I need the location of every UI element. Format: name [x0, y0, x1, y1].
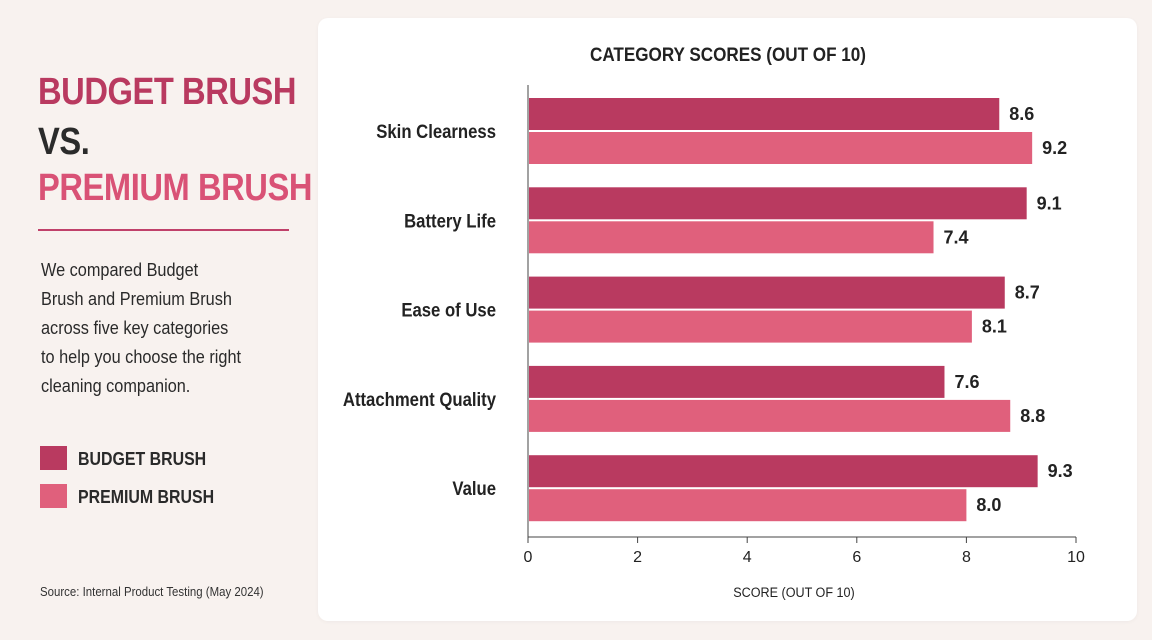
category-label: Ease of Use	[401, 300, 496, 321]
category-label: Skin Clearness	[376, 121, 496, 142]
chart-title: CATEGORY SCORES (OUT OF 10)	[590, 44, 866, 65]
x-tick-label: 8	[962, 549, 971, 566]
value-label-budget: 8.7	[1015, 283, 1040, 303]
chart-card: CATEGORY SCORES (OUT OF 10) SCORE (OUT O…	[318, 18, 1137, 621]
x-tick-label: 10	[1067, 549, 1085, 566]
value-label-budget: 8.6	[1009, 104, 1034, 124]
bar-premium	[529, 310, 972, 343]
value-label-budget: 9.3	[1048, 461, 1073, 481]
title-premium: PREMIUM BRUSH	[38, 167, 313, 209]
x-tick-label: 2	[633, 549, 642, 566]
bar-premium	[529, 399, 1011, 432]
bar-premium	[529, 132, 1033, 164]
legend-swatch-budget	[40, 446, 67, 470]
category-label: Attachment Quality	[343, 389, 496, 410]
category-label: Battery Life	[404, 210, 496, 231]
x-tick-label: 6	[852, 549, 861, 566]
bar-budget	[529, 455, 1038, 488]
bar-budget	[529, 98, 1000, 130]
value-label-premium: 8.1	[982, 317, 1007, 337]
bar-premium	[529, 221, 934, 254]
title-budget: BUDGET BRUSH	[38, 71, 297, 113]
legend-label-budget: BUDGET BRUSH	[78, 448, 207, 469]
x-axis-title: SCORE (OUT OF 10)	[733, 584, 854, 600]
bar-chart: CATEGORY SCORES (OUT OF 10) SCORE (OUT O…	[343, 44, 1085, 600]
bar-budget	[529, 276, 1005, 309]
left-panel: BUDGET BRUSH VS. PREMIUM BRUSH We compar…	[0, 0, 318, 640]
title-divider	[38, 229, 289, 231]
value-label-premium: 9.2	[1042, 138, 1067, 158]
x-tick-label: 0	[524, 549, 533, 566]
bar-budget	[529, 187, 1027, 220]
title-vs: VS.	[38, 121, 90, 163]
category-label: Value	[452, 478, 496, 499]
legend-swatch-premium	[40, 484, 67, 508]
value-label-budget: 9.1	[1037, 193, 1062, 213]
plot-area: 0 2 4 6 8 10 Skin Clearness 8.6 9.2 Battery Life 9…	[343, 85, 1085, 566]
legend-label-premium: PREMIUM BRUSH	[78, 486, 215, 507]
value-label-budget: 7.6	[954, 372, 979, 392]
value-label-premium: 8.8	[1020, 406, 1045, 426]
x-tick-label: 4	[743, 549, 752, 566]
bar-premium	[529, 489, 967, 522]
source-note: Source: Internal Product Testing (May 20…	[40, 584, 264, 599]
bar-budget	[529, 365, 945, 398]
description: We compared Budget Brush and Premium Bru…	[41, 259, 242, 396]
value-label-premium: 7.4	[944, 227, 969, 247]
value-label-premium: 8.0	[976, 495, 1001, 515]
